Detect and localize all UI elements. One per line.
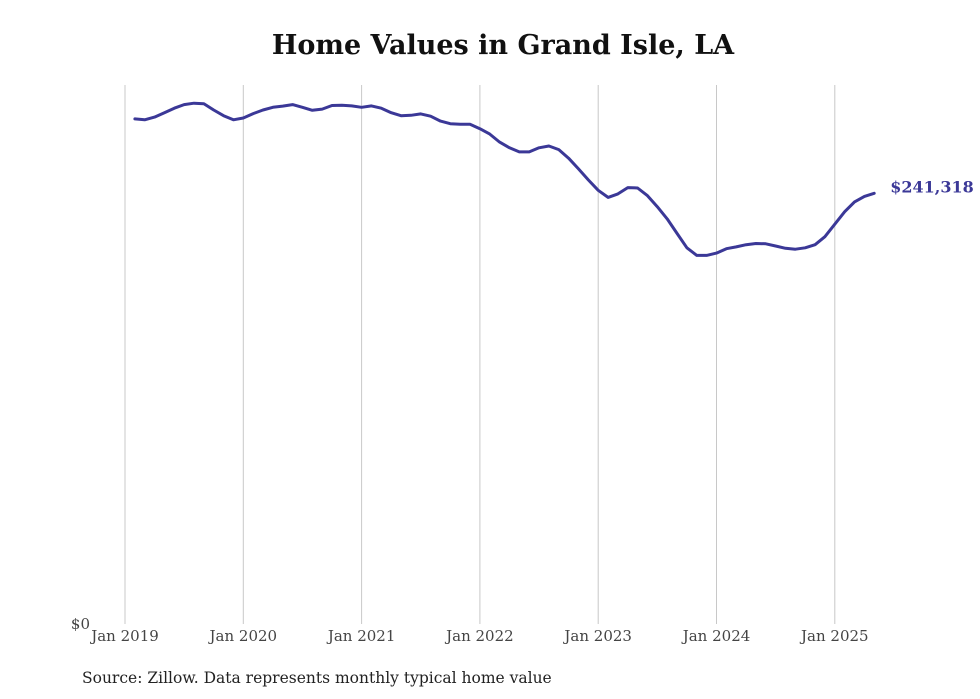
x-tick-label: Jan 2025 <box>799 627 869 645</box>
series-layer <box>133 101 876 257</box>
x-tick-label: Jan 2023 <box>562 627 632 645</box>
chart-title: Home Values in Grand Isle, LA <box>271 30 735 61</box>
series-line <box>133 101 876 257</box>
x-tick-label: Jan 2020 <box>208 627 278 645</box>
end-label-layer: $241,318 <box>890 177 974 196</box>
x-tick-label: Jan 2019 <box>89 627 159 645</box>
gridlines <box>124 85 836 624</box>
x-tick-label: Jan 2024 <box>681 627 751 645</box>
y-axis-ticks: $0 <box>71 615 90 633</box>
x-tick-label: Jan 2021 <box>326 627 396 645</box>
end-value-label: $241,318 <box>890 177 974 196</box>
y-tick-label: $0 <box>71 615 90 633</box>
x-axis-ticks: Jan 2019 Jan 2020 Jan 2021 Jan 2022 Jan 2023… <box>89 627 868 645</box>
x-tick-label: Jan 2022 <box>444 627 514 645</box>
source-note: Source: Zillow. Data represents monthly … <box>82 669 552 687</box>
